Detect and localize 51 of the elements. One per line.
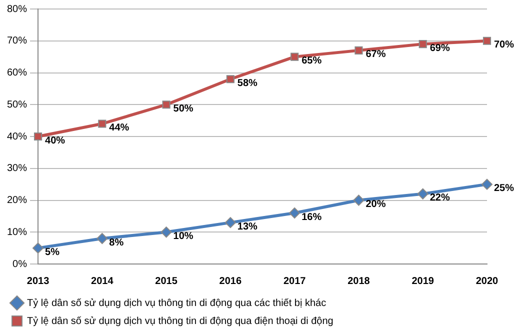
y-tick-label: 0% <box>12 258 28 270</box>
point <box>354 46 363 54</box>
x-tick-label: 2015 <box>155 276 178 287</box>
y-tick-label: 70% <box>7 36 28 47</box>
data-label: 8% <box>109 237 124 248</box>
point <box>482 178 492 190</box>
legend-label: Tỷ lệ dân số sử dụng dịch vụ thông tin di động qua các thiết bị khác <box>27 298 326 309</box>
data-label: 5% <box>45 246 60 258</box>
point <box>32 242 44 254</box>
data-label: 44% <box>109 122 130 134</box>
x-tick-label: 2018 <box>348 276 370 287</box>
data-label: 50% <box>173 103 194 114</box>
x-tick-label: 2014 <box>91 276 114 287</box>
x-tick-label: 2016 <box>219 276 242 287</box>
data-label: 10% <box>173 230 194 242</box>
point <box>353 194 364 206</box>
point <box>417 188 428 200</box>
data-label: 40% <box>45 135 66 146</box>
point <box>482 36 492 45</box>
y-tick-label: 10% <box>7 226 28 238</box>
point <box>98 120 106 128</box>
data-label: 70% <box>494 40 514 51</box>
y-tick-label: 80% <box>7 4 28 15</box>
data-label: 22% <box>430 192 450 204</box>
point <box>162 100 170 109</box>
y-tick-label: 60% <box>7 68 28 78</box>
point <box>226 75 234 84</box>
data-label: 69% <box>430 42 450 54</box>
y-tick-label: 30% <box>7 163 28 174</box>
x-tick-label: 2013 <box>26 276 50 287</box>
y-tick-label: 40% <box>7 131 28 142</box>
point <box>34 132 42 141</box>
legend-label: Tỷ lệ dân số sử dụng dịch vụ thông tin di động qua điện thoại di động <box>27 316 334 327</box>
x-tick-label: 2019 <box>412 276 434 287</box>
data-label: 65% <box>302 56 322 67</box>
point <box>160 226 172 238</box>
point <box>418 40 427 48</box>
y-tick-label: 20% <box>7 195 28 206</box>
x-tick-label: 2020 <box>476 276 499 287</box>
point <box>224 217 236 228</box>
data-label: 16% <box>302 212 322 223</box>
point <box>290 52 299 61</box>
data-label: 58% <box>237 78 258 89</box>
data-label: 25% <box>494 183 514 194</box>
point <box>289 208 300 218</box>
data-label: 13% <box>237 221 258 232</box>
x-tick-label: 2017 <box>283 276 306 287</box>
data-label: 67% <box>366 49 386 60</box>
y-tick-label: 50% <box>7 99 28 110</box>
data-label: 20% <box>366 199 386 210</box>
point <box>96 233 108 244</box>
